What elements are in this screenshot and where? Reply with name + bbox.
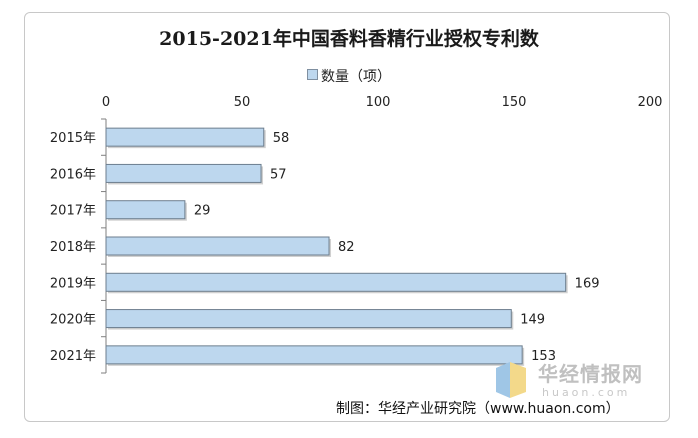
bar [105,345,523,365]
data-label: 58 [273,131,290,146]
bar [105,200,186,220]
bar [105,272,567,292]
data-label: 57 [270,167,287,182]
huajing-logo-icon [496,362,526,398]
y-tick-label: 2019年 [50,276,96,291]
data-label: 153 [531,349,556,364]
x-tick-label: 50 [234,95,251,110]
bar [105,127,265,147]
source-note: 制图：华经产业研究院（www.huaon.com） [336,401,620,417]
chart-title: 2015-2021年中国香料香精行业授权专利数 [159,28,539,50]
data-label: 169 [575,276,600,291]
bar [105,236,330,256]
legend-swatch [307,69,318,80]
watermark-text: 华经情报网 [538,362,643,386]
y-tick-label: 2021年 [50,349,96,364]
data-label: 82 [338,240,355,255]
data-label: 29 [194,204,211,219]
legend-label: 数量（项） [321,69,391,85]
x-tick-label: 0 [102,95,110,110]
y-tick-label: 2015年 [50,131,96,146]
y-tick-label: 2020年 [50,313,96,328]
y-tick-label: 2018年 [50,240,96,255]
chart-legend: 数量（项） [0,66,698,86]
watermark: 华经情报网 huaon.com [490,356,670,406]
watermark-subtext: huaon.com [542,386,631,399]
x-tick-label: 200 [638,95,663,110]
y-tick-label: 2017年 [50,204,96,219]
data-label: 149 [520,313,545,328]
x-tick-label: 100 [366,95,391,110]
bar [105,309,512,329]
y-tick-label: 2016年 [50,167,96,182]
bar [105,163,262,183]
x-tick-label: 150 [502,95,527,110]
